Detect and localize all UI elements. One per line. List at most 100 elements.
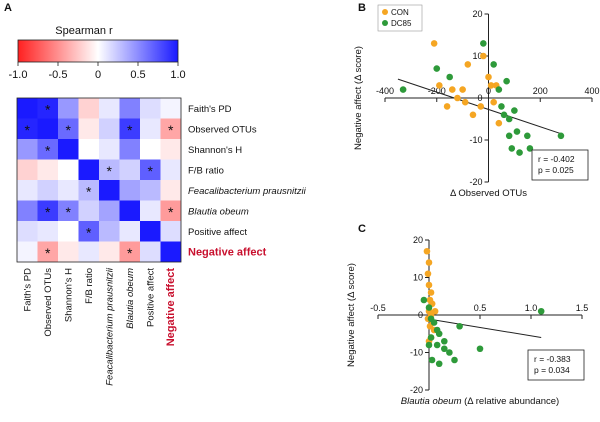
data-point-con (464, 61, 472, 68)
colorbar-tick-label: 0 (95, 69, 101, 81)
heatmap-cell (17, 241, 38, 262)
data-point-con (469, 111, 477, 119)
heatmap-cell (119, 159, 140, 180)
stats-line: r = -0.402 (538, 154, 575, 164)
regression-line (426, 318, 542, 338)
data-point-dc85 (476, 345, 484, 353)
data-point-con (448, 86, 456, 93)
colorbar-ticks: -1.0 -0.5 0 0.5 1.0 (9, 62, 186, 81)
stats-line: r = -0.383 (534, 354, 571, 364)
data-point-con (454, 94, 461, 102)
heatmap-cell (78, 159, 99, 180)
data-point-dc85 (516, 149, 523, 156)
y-tick-label: -10 (469, 135, 482, 145)
y-tick-label: 20 (472, 9, 482, 19)
heatmap-cell (58, 118, 79, 139)
heatmap-column-label: F/B ratio (84, 268, 95, 304)
legend-label: CON (391, 8, 409, 17)
heatmap-cell (99, 180, 120, 201)
x-tick-label: -200 (428, 86, 446, 96)
y-tick-label: -20 (469, 177, 482, 187)
x-tick-label: 200 (533, 86, 548, 96)
heatmap-column-label: Shannon's H (63, 268, 74, 322)
heatmap-cell (58, 180, 79, 201)
heatmap-row-labels: Faith's PD Observed OTUs Shannon's H F/B ra… (188, 104, 307, 259)
heatmap-cell (78, 241, 99, 262)
y-tick-label: -20 (410, 385, 423, 395)
scatter-plot-b: -20 -10 0 10 20 -400 -200 0 200 400 Negative affec… (353, 4, 600, 199)
heatmap-row-label: F/B ratio (188, 165, 224, 176)
heatmap-cell (119, 200, 140, 221)
significance-star: * (86, 224, 92, 240)
data-point-con (436, 82, 443, 89)
x-axis-label-species: Blautia obeum (401, 396, 462, 407)
heatmap-cell (140, 221, 161, 242)
data-point-con (430, 40, 438, 47)
data-point-con (431, 307, 439, 315)
heatmap-cell (99, 139, 120, 160)
heatmap-cell (99, 159, 120, 180)
significance-star: * (45, 142, 51, 158)
heatmap-cell (99, 241, 120, 262)
data-point-dc85 (435, 330, 443, 338)
data-point-dc85 (433, 341, 441, 349)
heatmap-column-labels: Faith's PD Observed OTUs Shannon's H F/B ra… (22, 267, 177, 386)
heatmap-cell (119, 221, 140, 242)
x-tick-label: 400 (584, 86, 599, 96)
data-point-dc85 (498, 103, 505, 110)
stats-line: p = 0.034 (534, 365, 570, 375)
x-axis-label: Δ Observed OTUs (450, 188, 527, 199)
heatmap-cell (78, 139, 99, 160)
x-axis-label-suffix: (Δ relative abundance) (462, 396, 560, 407)
colorbar (17, 39, 179, 63)
data-point-dc85 (456, 322, 463, 330)
y-tick-label: 20 (413, 235, 423, 245)
data-point-dc85 (441, 337, 448, 345)
y-tick-label: 10 (413, 273, 423, 283)
data-point-dc85 (399, 86, 407, 93)
heatmap-column-label: Blautia obeum (125, 268, 136, 329)
panel-b-letter: B (358, 2, 366, 14)
heatmap-cell (37, 241, 58, 262)
heatmap-cell (58, 200, 79, 221)
data-point-con (461, 98, 469, 106)
x-tick-label: -400 (376, 86, 394, 96)
data-point-dc85 (524, 132, 531, 140)
data-point-dc85 (441, 345, 448, 353)
heatmap-row-label: Shannon's H (188, 145, 242, 156)
heatmap-cell (160, 139, 181, 160)
stats-box (531, 149, 589, 181)
data-point-dc85 (428, 356, 436, 364)
data-point-con (477, 103, 485, 110)
heatmap-cell (99, 200, 120, 221)
data-point-con (424, 270, 432, 278)
legend-marker (382, 9, 388, 15)
heatmap-cell (58, 139, 79, 160)
data-point-dc85 (425, 341, 433, 349)
data-point-dc85 (513, 128, 521, 135)
data-point-con (495, 119, 503, 127)
data-point-dc85 (537, 307, 545, 315)
significance-star: * (148, 163, 154, 179)
heatmap-column-label: Negative affect (165, 268, 177, 347)
heatmap-cell (140, 200, 161, 221)
data-point-con (487, 82, 495, 89)
data-point-con (427, 289, 435, 296)
heatmap-cell (99, 98, 120, 119)
data-point-con (443, 103, 451, 110)
heatmap-cell (140, 159, 161, 180)
heatmap-cell (78, 98, 99, 119)
heatmap-cell (17, 159, 38, 180)
heatmap-cell (160, 200, 181, 221)
x-tick-label: 0 (486, 86, 491, 96)
heatmap-cell (119, 139, 140, 160)
heatmap-cell (17, 139, 38, 160)
heatmap-cell (99, 118, 120, 139)
heatmap-cell (160, 98, 181, 119)
significance-star: * (45, 204, 51, 220)
legend-marker (382, 20, 388, 26)
heatmap-column-label: Feacalibacterium prausnitzii (104, 267, 115, 386)
heatmap-cell (17, 200, 38, 221)
data-point-con (425, 259, 433, 266)
heatmap-cell (140, 139, 161, 160)
